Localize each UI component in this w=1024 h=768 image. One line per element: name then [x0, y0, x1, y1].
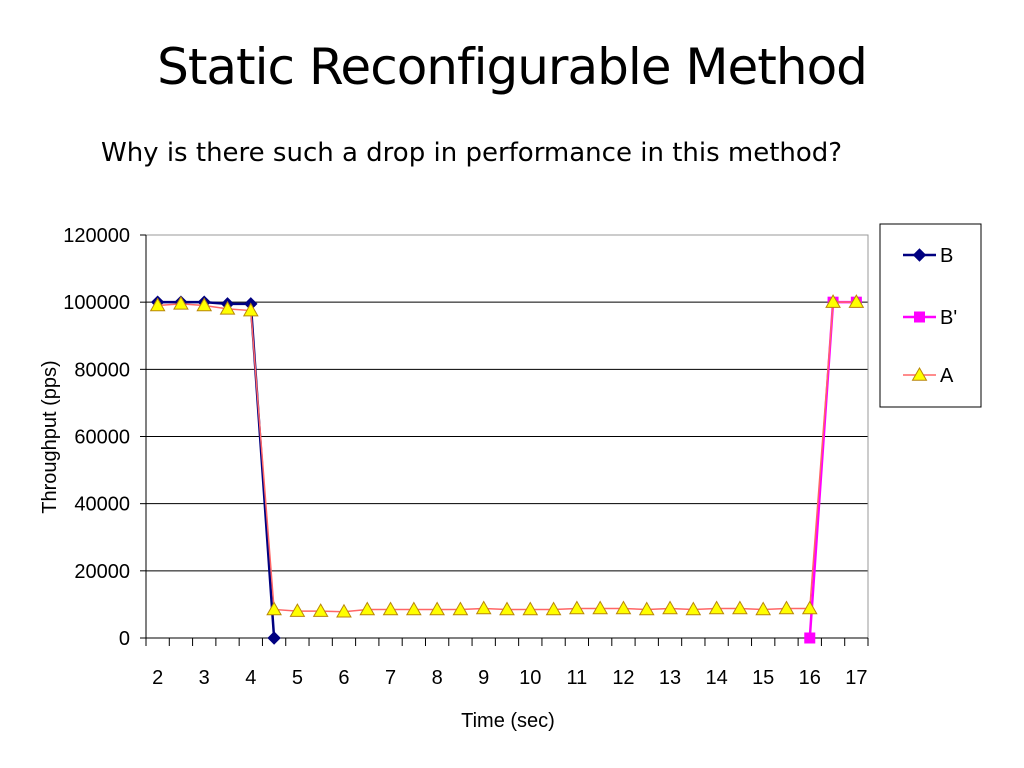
x-tick-label: 6	[338, 667, 349, 689]
x-tick-label: 3	[199, 667, 210, 689]
x-tick-label: 10	[519, 667, 541, 689]
y-axis-label: Throughput (pps)	[39, 360, 61, 513]
y-tick-labels: 0 20000 40000 60000 80000 100000 120000	[63, 225, 130, 650]
data-point	[312, 603, 329, 617]
data-point	[825, 294, 841, 308]
series-line	[157, 301, 857, 613]
y-tick-label: 60000	[74, 427, 130, 449]
legend-label: B	[940, 245, 953, 267]
x-tick-label: 5	[292, 667, 303, 689]
data-point	[569, 600, 585, 615]
data-point	[196, 297, 213, 312]
data-point	[801, 600, 818, 615]
data-point	[452, 601, 469, 616]
data-point	[267, 631, 281, 645]
data-point	[266, 601, 282, 616]
data-point	[359, 601, 376, 616]
series-b	[150, 295, 281, 645]
x-tick-label: 2	[152, 667, 163, 689]
x-tick-label: 7	[385, 667, 396, 689]
y-tick-label: 20000	[74, 561, 130, 583]
y-tick-label: 100000	[63, 292, 130, 314]
data-point	[592, 600, 609, 615]
x-tick-label: 14	[705, 667, 727, 689]
grid-lines	[146, 301, 868, 572]
legend-label: A	[940, 365, 954, 387]
data-point	[289, 603, 306, 617]
y-tick-label: 80000	[74, 359, 130, 381]
data-point	[173, 295, 189, 310]
y-tick-label: 0	[119, 628, 130, 650]
series-line	[808, 300, 857, 639]
axes	[140, 234, 869, 646]
data-point	[499, 601, 515, 616]
x-tick-labels: 2 3 4 5 6 7 8 9 10 11 12 13 14 15 16 17	[152, 667, 867, 689]
x-tick-label: 12	[612, 667, 634, 689]
x-tick-label: 16	[799, 667, 821, 689]
data-point	[382, 601, 399, 616]
data-point	[545, 601, 562, 616]
x-tick-label: 4	[245, 667, 256, 689]
data-point	[475, 600, 492, 615]
x-tick-label: 17	[845, 667, 867, 689]
slide-subtitle: Why is there such a drop in performance …	[101, 138, 843, 168]
legend-box	[879, 223, 982, 408]
data-point	[405, 601, 422, 616]
legend-label: B'	[940, 307, 957, 329]
legend: B B' A	[879, 223, 982, 408]
data-point	[429, 601, 445, 616]
data-point	[804, 632, 816, 644]
data-point	[615, 600, 632, 615]
legend-marker	[912, 248, 927, 262]
data-point	[336, 603, 352, 618]
data-point	[219, 300, 236, 315]
data-point	[638, 601, 655, 616]
legend-marker	[914, 311, 925, 323]
y-tick-label: 120000	[63, 225, 130, 247]
series-b-prime	[804, 296, 862, 644]
data-point	[662, 600, 678, 615]
data-point	[755, 601, 772, 616]
x-axis-label: Time (sec)	[461, 710, 555, 732]
x-tick-label: 15	[752, 667, 774, 689]
data-point	[732, 600, 748, 615]
series-a	[149, 294, 865, 618]
series-layer	[149, 294, 865, 645]
x-tick-label: 13	[659, 667, 681, 689]
data-point	[522, 601, 539, 616]
slide-title: Static Reconfigurable Method	[157, 38, 868, 96]
data-point	[848, 294, 865, 308]
data-point	[149, 297, 166, 312]
series-line	[157, 300, 276, 639]
data-point	[708, 600, 725, 615]
x-tick-label: 9	[478, 667, 489, 689]
y-tick-label: 40000	[74, 494, 130, 516]
legend-marker	[911, 366, 928, 381]
data-point	[685, 601, 702, 616]
x-tick-label: 8	[432, 667, 443, 689]
data-point	[242, 302, 259, 317]
data-point	[778, 600, 795, 615]
x-tick-label: 11	[566, 667, 587, 689]
